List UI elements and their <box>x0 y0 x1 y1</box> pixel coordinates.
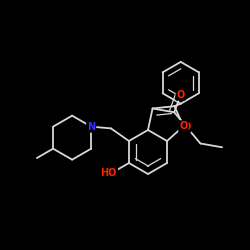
Text: N: N <box>87 122 95 132</box>
Text: O: O <box>179 121 188 131</box>
Text: HO: HO <box>100 168 117 178</box>
Text: O: O <box>176 90 185 100</box>
Text: O: O <box>182 122 190 132</box>
